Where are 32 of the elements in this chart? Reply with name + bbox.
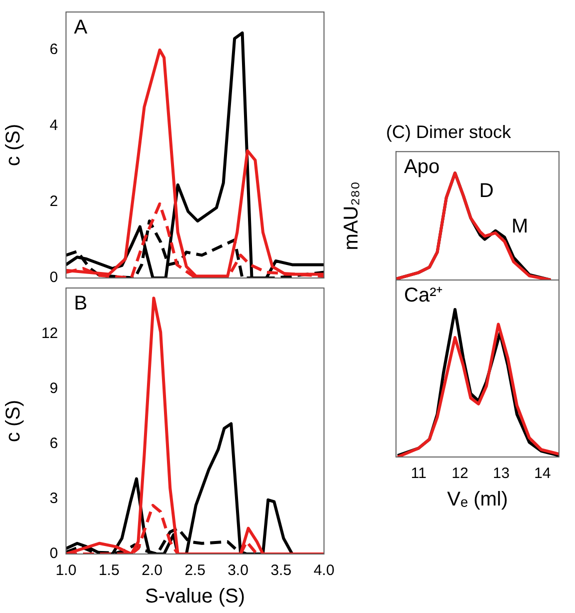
annotation: Apo: [404, 156, 440, 178]
chart-title: (C) Dimer stock: [386, 122, 512, 142]
x-axis-title: S-value (S): [144, 586, 246, 608]
annotation: B: [74, 292, 88, 315]
x-tick-label: 11: [410, 465, 426, 482]
x-tick-label: 14: [534, 465, 551, 482]
y-tick-label: 2: [50, 193, 58, 210]
x-tick-label: 2.5: [184, 562, 206, 580]
y-tick-label: 3: [50, 490, 58, 508]
x-tick-label: 1.0: [56, 562, 76, 580]
y-axis-title: mAU₂₈₀: [340, 181, 363, 250]
text: Ca²⁺: [404, 284, 444, 307]
y-tick-label: 6: [50, 41, 58, 58]
annotation: D: [479, 180, 494, 202]
y-tick-label: 0: [50, 545, 58, 562]
x-tick-label: 4.0: [314, 562, 334, 580]
y-axis-title: c (S): [2, 124, 25, 166]
x-tick-label: 3.5: [270, 562, 292, 580]
x-axis-title: Vₑ (ml): [447, 488, 508, 511]
y-tick-label: 6: [50, 435, 58, 452]
x-tick-label: 12: [452, 465, 468, 482]
annotation: M: [511, 215, 528, 238]
y-tick-label: 9: [50, 380, 58, 398]
x-tick-label: 3.0: [228, 562, 248, 580]
y-tick-label: 4: [50, 117, 58, 134]
x-tick-label: 13: [492, 465, 510, 482]
annotation: A: [74, 16, 88, 39]
x-tick-label: 2.0: [142, 562, 162, 580]
y-tick-label: 0: [50, 269, 58, 286]
y-tick-label: 12: [41, 325, 58, 342]
y-axis-title: c (S): [2, 400, 25, 442]
x-tick-label: 1.5: [98, 562, 120, 580]
